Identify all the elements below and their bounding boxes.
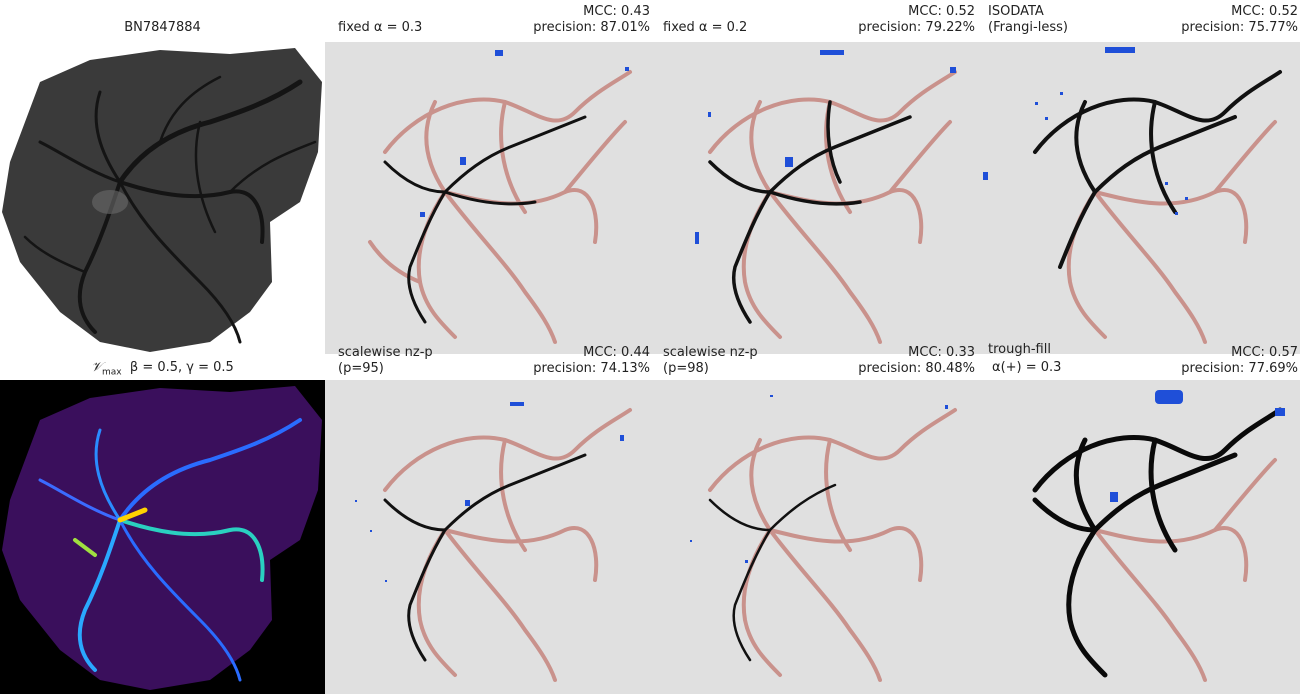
panel-nzp-98-mcc: MCC: 0.33 (908, 345, 975, 360)
panel-nzp-95-precision: precision: 74.13% (533, 361, 650, 376)
panel-trough-fill-label: trough-fill (988, 342, 1051, 357)
panel-nzp-95-label: scalewise nz-p (338, 345, 433, 360)
panel-fixed-02-precision: precision: 79.22% (858, 20, 975, 35)
raw-placenta-image (0, 42, 325, 354)
panel-nzp-95-image (325, 380, 650, 694)
panel-fixed-02-mcc: MCC: 0.52 (908, 4, 975, 19)
panel-nzp-95-mcc: MCC: 0.44 (583, 345, 650, 360)
vesselness-subscript: max (102, 367, 122, 378)
panel-trough-fill-mcc: MCC: 0.57 (1231, 345, 1298, 360)
panel-fixed-03-precision: precision: 87.01% (533, 20, 650, 35)
raw-image-title: BN7847884 (124, 20, 201, 35)
panel-nzp-98-label: scalewise nz-p (663, 345, 758, 360)
panel-fixed-03-image (325, 42, 650, 354)
panel-nzp-98-image (650, 380, 975, 694)
panel-isodata-precision: precision: 75.77% (1181, 20, 1298, 35)
panel-nzp-95-sublabel: (p=95) (338, 361, 384, 376)
panel-nzp-98-sublabel: (p=98) (663, 361, 709, 376)
vesselness-heatmap-image (0, 380, 325, 694)
panel-isodata-sublabel: (Frangi-less) (988, 20, 1068, 35)
panel-trough-fill-sublabel: α(+) = 0.3 (992, 360, 1062, 375)
panel-isodata-image (975, 42, 1300, 354)
vesselness-symbol: 𝒱 (91, 360, 103, 375)
vesselness-params: β = 0.5, γ = 0.5 (129, 360, 234, 375)
panel-fixed-02-image (650, 42, 975, 354)
panel-fixed-02-label: fixed α = 0.2 (663, 20, 748, 35)
vesselness-title: 𝒱max β = 0.5, γ = 0.5 (0, 360, 325, 381)
panel-trough-fill-precision: precision: 77.69% (1181, 361, 1298, 376)
panel-isodata-mcc: MCC: 0.52 (1231, 4, 1298, 19)
panel-isodata-label: ISODATA (988, 4, 1044, 19)
panel-nzp-98-precision: precision: 80.48% (858, 361, 975, 376)
panel-fixed-03-label: fixed α = 0.3 (338, 20, 423, 35)
panel-fixed-03-mcc: MCC: 0.43 (583, 4, 650, 19)
panel-trough-fill-image (975, 380, 1300, 694)
